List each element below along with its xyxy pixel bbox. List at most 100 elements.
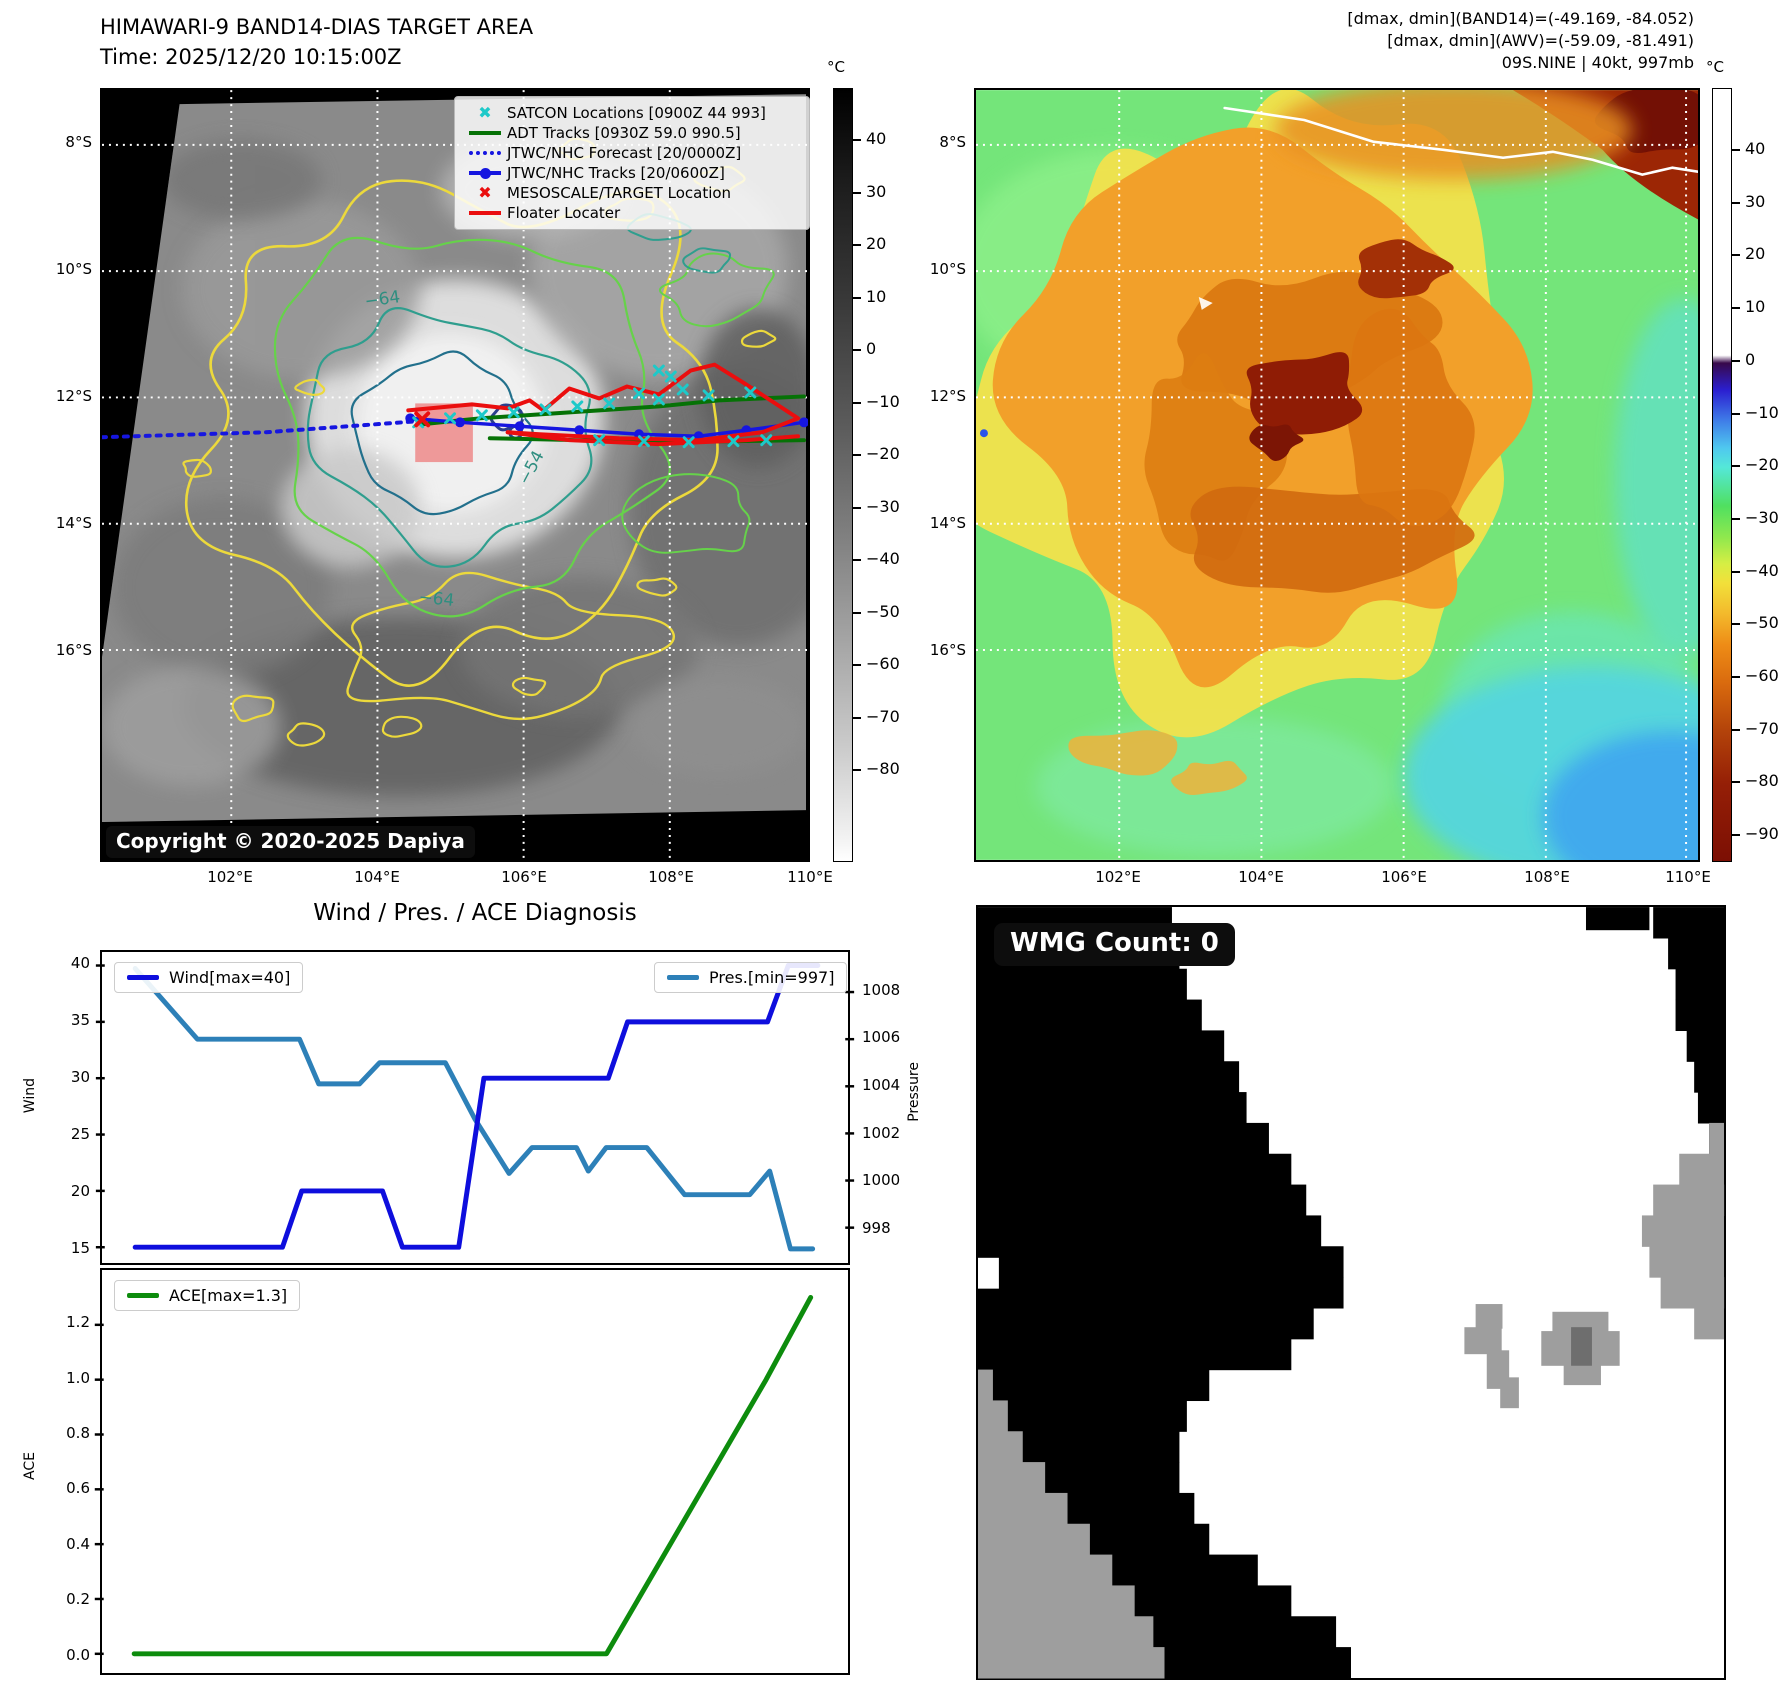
pres-legend: Pres.[min=997] <box>654 962 848 993</box>
legend-item-label: JTWC/NHC Tracks [20/0600Z] <box>507 164 725 182</box>
copyright-badge: Copyright © 2020-2025 Dapiya <box>106 826 475 858</box>
wind-pressure-plot <box>95 963 855 1252</box>
awv-colorbar <box>1712 88 1732 862</box>
wind-ytick-label: 15 <box>70 1239 90 1258</box>
tl-colorbar-tick-label: −60 <box>866 654 900 673</box>
tr-colorbar-tick-label: −30 <box>1745 507 1779 527</box>
tr-colorbar-tick <box>1732 623 1740 626</box>
diagnosis-title: Wind / Pres. / ACE Diagnosis <box>313 900 637 926</box>
legend-item-green-line: ADT Tracks [0930Z 59.0 990.5] <box>463 123 801 143</box>
green-line-icon <box>463 131 507 135</box>
blue-linedot-icon <box>463 167 507 179</box>
tl-map-title: HIMAWARI-9 BAND14-DIAS TARGET AREA <box>100 15 534 39</box>
legend-item-red-x: ✖ MESOSCALE/TARGET Location <box>463 183 801 203</box>
tr-colorbar-tick-label: 10 <box>1745 297 1766 317</box>
tr-header-block: [dmax, dmin](BAND14)=(-49.169, -84.052) … <box>1347 8 1694 74</box>
pres-ytick-label: 998 <box>862 1219 891 1238</box>
ace-chart: ACE[max=1.3] <box>94 1268 850 1675</box>
tr-colorbar-tick <box>1732 149 1740 151</box>
tl-lat-label: 8°S <box>65 133 92 151</box>
tr-colorbar-tick-label: −10 <box>1745 402 1779 422</box>
tr-colorbar-tick-label: −70 <box>1745 718 1779 738</box>
ace-ytick-label: 0.8 <box>66 1424 90 1443</box>
awv-map-canvas <box>976 90 1698 860</box>
tr-colorbar-tick <box>1732 676 1740 678</box>
wind-ytick-label: 20 <box>70 1181 90 1200</box>
tr-colorbar-tick-label: −80 <box>1745 771 1779 791</box>
tr-colorbar-tick <box>1732 307 1740 310</box>
tr-header-line-1: [dmax, dmin](BAND14)=(-49.169, -84.052) <box>1347 9 1694 28</box>
tl-colorbar-tick <box>853 506 861 509</box>
pres.-series <box>132 966 816 1252</box>
tr-lon-label: 110°E <box>1665 868 1711 886</box>
pressure-axis-label: Pressure <box>906 1062 922 1122</box>
tl-colorbar-tick <box>853 296 861 299</box>
wind-ytick-label: 25 <box>70 1124 90 1143</box>
ace-legend-swatch <box>127 1293 159 1298</box>
tr-colorbar-tick-label: −60 <box>1745 666 1779 685</box>
tl-colorbar-tick <box>853 716 861 719</box>
tr-colorbar-tick-label: −40 <box>1745 560 1779 580</box>
tl-colorbar-tick <box>853 559 861 561</box>
tr-colorbar-tick-label: −90 <box>1745 824 1779 844</box>
tl-colorbar-tick <box>853 401 861 404</box>
tl-colorbar-unit: °C <box>827 58 845 76</box>
ace-axis-label: ACE <box>22 1452 38 1480</box>
legend-item-blue-dotted: JTWC/NHC Forecast [20/0000Z] <box>463 143 801 163</box>
legend-item-label: MESOSCALE/TARGET Location <box>507 184 732 202</box>
map-legend: ✖ SATCON Locations [0900Z 44 993] ADT Trac… <box>454 96 810 230</box>
tl-colorbar-tick <box>853 191 861 194</box>
wind-ytick-label: 35 <box>70 1010 90 1029</box>
tr-colorbar-tick-label: −20 <box>1745 455 1779 475</box>
wmg-panel: WMG Count: 0 <box>976 905 1726 1680</box>
pres-legend-swatch <box>667 975 699 980</box>
tl-colorbar-tick <box>853 664 861 666</box>
ace-ytick-label: 1.2 <box>66 1313 90 1332</box>
jtwc-track-line <box>408 416 806 438</box>
ace-plot <box>94 1294 814 1657</box>
wind-series <box>132 963 821 1250</box>
legend-item-label: SATCON Locations [0900Z 44 993] <box>507 104 766 122</box>
ace-ytick-label: 1.0 <box>66 1368 90 1387</box>
coastline <box>1223 106 1698 176</box>
tl-lat-label: 12°S <box>55 387 92 405</box>
tr-colorbar-tick <box>1732 517 1740 520</box>
awv-map <box>974 88 1700 862</box>
legend-item-label: ADT Tracks [0930Z 59.0 990.5] <box>507 124 741 142</box>
tr-lat-label: 10°S <box>929 260 966 278</box>
pres-ytick-label: 1004 <box>862 1076 901 1095</box>
wmg-canvas <box>978 907 1725 1679</box>
tr-colorbar-tick <box>1732 465 1740 468</box>
tr-colorbar-tick <box>1732 412 1740 415</box>
tl-colorbar-tick-label: 40 <box>866 129 887 148</box>
legend-item-cyan-x: ✖ SATCON Locations [0900Z 44 993] <box>463 103 801 123</box>
tr-colorbar-tick <box>1732 359 1740 362</box>
tr-colorbar-tick <box>1732 781 1740 784</box>
tl-lon-label: 106°E <box>501 868 547 886</box>
tl-colorbar-tick-label: −30 <box>866 496 900 516</box>
tl-lon-label: 104°E <box>354 868 400 886</box>
ace-ytick-label: 0.2 <box>66 1590 90 1609</box>
tl-colorbar-tick <box>853 769 861 771</box>
tr-colorbar-tick <box>1732 834 1740 837</box>
tr-colorbar-tick-label: −50 <box>1745 613 1779 633</box>
pres-ytick-label: 1002 <box>862 1123 901 1142</box>
tr-lat-label: 12°S <box>929 387 966 405</box>
tl-colorbar-tick-label: −20 <box>866 444 900 463</box>
tr-header-line-3: 09S.NINE | 40kt, 997mb <box>1501 53 1694 72</box>
tr-colorbar-tick-label: 20 <box>1745 244 1766 264</box>
wind-ytick-label: 30 <box>70 1067 90 1086</box>
tl-colorbar-tick-label: −50 <box>866 601 900 621</box>
tl-colorbar-tick-label: −80 <box>866 759 900 778</box>
wind-pressure-chart: Wind[max=40] Pres.[min=997] <box>95 950 855 1265</box>
cyan-x-icon: ✖ <box>478 103 492 122</box>
red-x-icon: ✖ <box>478 183 492 202</box>
wind-ytick-label: 40 <box>70 953 90 972</box>
tr-colorbar-tick <box>1732 570 1740 573</box>
small-dot-marker <box>979 429 988 438</box>
pres-legend-label: Pres.[min=997] <box>709 968 835 987</box>
small-marker <box>1198 296 1213 310</box>
tl-tracks <box>102 362 808 463</box>
red-line-icon <box>463 211 507 215</box>
